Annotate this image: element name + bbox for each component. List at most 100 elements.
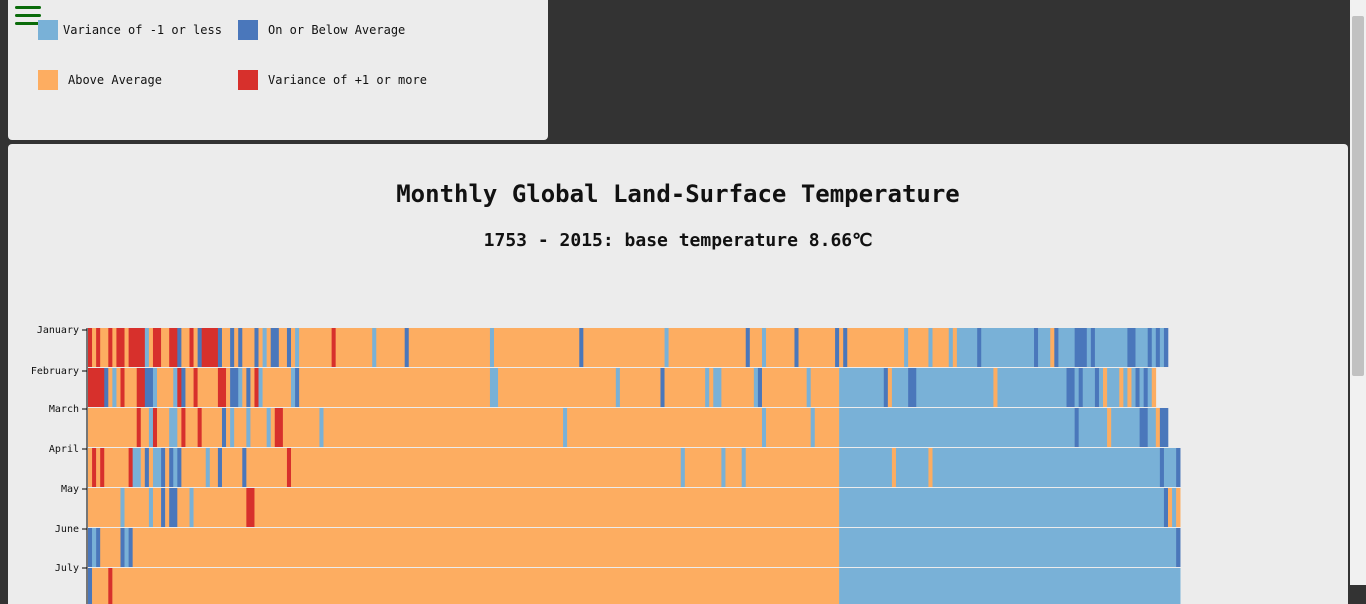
heatmap-cell[interactable] bbox=[221, 328, 231, 367]
heatmap-cell[interactable] bbox=[88, 368, 105, 407]
heatmap-cell[interactable] bbox=[1094, 368, 1100, 407]
heatmap-cell[interactable] bbox=[798, 328, 836, 367]
heatmap-cell[interactable] bbox=[904, 328, 909, 367]
heatmap-cell[interactable] bbox=[136, 368, 146, 407]
heatmap-cell[interactable] bbox=[189, 328, 194, 367]
heatmap-cell[interactable] bbox=[173, 368, 178, 407]
heatmap-cell[interactable] bbox=[230, 408, 235, 447]
heatmap-cell[interactable] bbox=[258, 328, 263, 367]
heatmap-cell[interactable] bbox=[664, 328, 669, 367]
heatmap-cell[interactable] bbox=[291, 448, 682, 487]
heatmap-cell[interactable] bbox=[335, 328, 373, 367]
heatmap-cell[interactable] bbox=[108, 568, 113, 604]
heatmap-cell[interactable] bbox=[1078, 408, 1108, 447]
heatmap-cell[interactable] bbox=[242, 448, 247, 487]
heatmap-cell[interactable] bbox=[250, 408, 267, 447]
heatmap-cell[interactable] bbox=[266, 408, 272, 447]
heatmap-cell[interactable] bbox=[1155, 328, 1161, 367]
heatmap-cell[interactable] bbox=[1176, 488, 1181, 527]
heatmap-cell[interactable] bbox=[299, 368, 491, 407]
heatmap-cell[interactable] bbox=[684, 448, 722, 487]
heatmap-cell[interactable] bbox=[295, 368, 300, 407]
heatmap-cell[interactable] bbox=[494, 328, 580, 367]
heatmap-cell[interactable] bbox=[104, 448, 129, 487]
heatmap-cell[interactable] bbox=[230, 368, 239, 407]
heatmap-cell[interactable] bbox=[1159, 408, 1169, 447]
heatmap-cell[interactable] bbox=[246, 408, 251, 447]
heatmap-cell[interactable] bbox=[1098, 368, 1104, 407]
heatmap-cell[interactable] bbox=[1074, 408, 1079, 447]
heatmap-cell[interactable] bbox=[489, 368, 499, 407]
heatmap-cell[interactable] bbox=[928, 328, 933, 367]
heatmap-cell[interactable] bbox=[766, 408, 812, 447]
heatmap-cell[interactable] bbox=[88, 328, 93, 367]
heatmap-cell[interactable] bbox=[120, 528, 125, 567]
heatmap-cell[interactable] bbox=[794, 328, 799, 367]
heatmap-cell[interactable] bbox=[100, 528, 121, 567]
heatmap-cell[interactable] bbox=[96, 448, 101, 487]
heatmap-cell[interactable] bbox=[1159, 328, 1165, 367]
heatmap-cell[interactable] bbox=[660, 368, 665, 407]
heatmap-cell[interactable] bbox=[282, 408, 320, 447]
heatmap-cell[interactable] bbox=[1147, 408, 1157, 447]
heatmap-cell[interactable] bbox=[226, 368, 231, 407]
heatmap-cell[interactable] bbox=[810, 368, 840, 407]
heatmap-cell[interactable] bbox=[197, 368, 219, 407]
heatmap-cell[interactable] bbox=[144, 448, 150, 487]
heatmap-cell[interactable] bbox=[1139, 408, 1148, 447]
heatmap-cell[interactable] bbox=[152, 448, 162, 487]
heatmap-cell[interactable] bbox=[1054, 328, 1059, 367]
heatmap-cell[interactable] bbox=[1107, 408, 1112, 447]
heatmap-cell[interactable] bbox=[157, 368, 174, 407]
heatmap-cell[interactable] bbox=[262, 328, 267, 367]
scrollbar-thumb[interactable] bbox=[1352, 16, 1364, 376]
heatmap-cell[interactable] bbox=[1074, 368, 1079, 407]
heatmap-cell[interactable] bbox=[132, 528, 840, 567]
heatmap-cell[interactable] bbox=[887, 368, 893, 407]
heatmap-cell[interactable] bbox=[563, 408, 568, 447]
heatmap-cell[interactable] bbox=[1038, 328, 1051, 367]
heatmap-cell[interactable] bbox=[1172, 488, 1177, 527]
heatmap-cell[interactable] bbox=[291, 328, 296, 367]
heatmap-cell[interactable] bbox=[1143, 368, 1148, 407]
heatmap-cell[interactable] bbox=[185, 408, 198, 447]
heatmap-cell[interactable] bbox=[1127, 368, 1132, 407]
heatmap-cell[interactable] bbox=[1151, 328, 1157, 367]
heatmap-cell[interactable] bbox=[376, 328, 405, 367]
heatmap-cell[interactable] bbox=[1094, 328, 1128, 367]
heatmap-cell[interactable] bbox=[916, 368, 994, 407]
heatmap-cell[interactable] bbox=[680, 448, 686, 487]
heatmap-cell[interactable] bbox=[169, 328, 178, 367]
heatmap-cell[interactable] bbox=[193, 328, 198, 367]
heatmap-cell[interactable] bbox=[238, 328, 243, 367]
heatmap-cell[interactable] bbox=[814, 408, 840, 447]
heatmap-cell[interactable] bbox=[88, 448, 93, 487]
heatmap-cell[interactable] bbox=[891, 448, 897, 487]
heatmap-cell[interactable] bbox=[250, 368, 255, 407]
heatmap-cell[interactable] bbox=[932, 328, 950, 367]
heatmap-cell[interactable] bbox=[221, 408, 227, 447]
heatmap-cell[interactable] bbox=[1151, 368, 1157, 407]
heatmap-cell[interactable] bbox=[92, 328, 97, 367]
heatmap-cell[interactable] bbox=[997, 368, 1067, 407]
heatmap-cell[interactable] bbox=[88, 488, 121, 527]
heatmap-cell[interactable] bbox=[144, 328, 150, 367]
heatmap-cell[interactable] bbox=[217, 328, 223, 367]
heatmap-cell[interactable] bbox=[136, 408, 142, 447]
heatmap-cell[interactable] bbox=[169, 448, 174, 487]
heatmap-cell[interactable] bbox=[839, 488, 1165, 527]
heatmap-cell[interactable] bbox=[185, 368, 194, 407]
heatmap-cell[interactable] bbox=[169, 408, 178, 447]
heatmap-cell[interactable] bbox=[1082, 368, 1096, 407]
heatmap-cell[interactable] bbox=[709, 368, 714, 407]
heatmap-cell[interactable] bbox=[761, 408, 767, 447]
heatmap-cell[interactable] bbox=[124, 368, 138, 407]
heatmap-cell[interactable] bbox=[181, 368, 186, 407]
heatmap-cell[interactable] bbox=[234, 408, 247, 447]
heatmap-cell[interactable] bbox=[254, 328, 259, 367]
heatmap-cell[interactable] bbox=[209, 448, 219, 487]
heatmap-cell[interactable] bbox=[977, 328, 982, 367]
heatmap-cell[interactable] bbox=[226, 408, 231, 447]
heatmap-cell[interactable] bbox=[1078, 368, 1084, 407]
heatmap-cell[interactable] bbox=[92, 568, 109, 604]
